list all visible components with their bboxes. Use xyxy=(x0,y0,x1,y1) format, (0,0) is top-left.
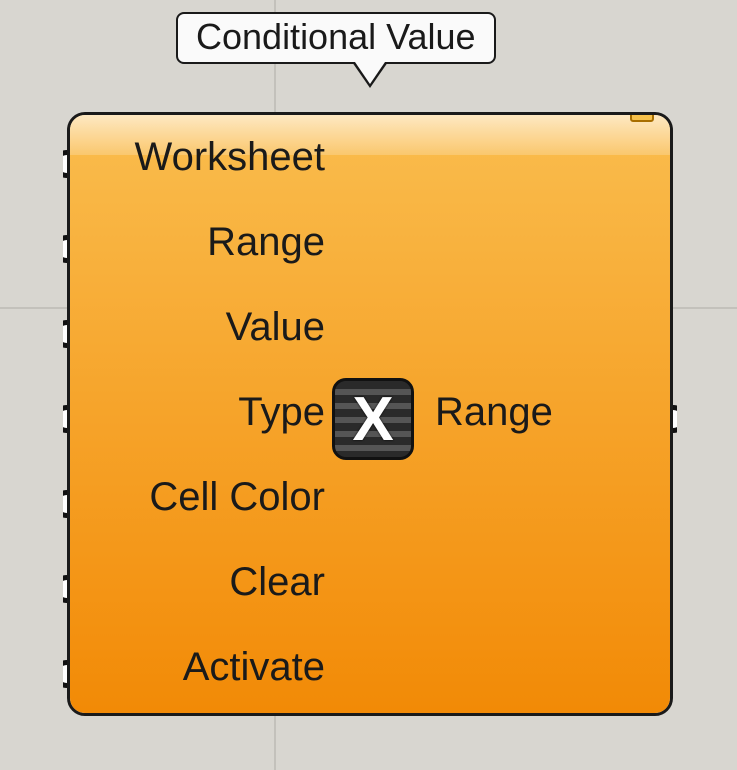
component-center-icon: X xyxy=(332,378,414,460)
input-label-worksheet: Worksheet xyxy=(85,135,325,180)
output-label-range: Range xyxy=(435,390,553,435)
input-label-range: Range xyxy=(85,220,325,265)
x-icon: X xyxy=(335,381,411,457)
tooltip-text: Conditional Value xyxy=(196,16,476,57)
input-label-activate: Activate xyxy=(85,645,325,690)
input-label-cell-color: Cell Color xyxy=(85,475,325,520)
input-label-value: Value xyxy=(85,305,325,350)
node-canvas: Conditional Value Worksheet Range Value … xyxy=(0,0,737,770)
node-collapse-tab[interactable] xyxy=(630,112,654,122)
node-tooltip: Conditional Value xyxy=(176,12,496,64)
input-label-type: Type xyxy=(85,390,325,435)
input-label-clear: Clear xyxy=(85,560,325,605)
